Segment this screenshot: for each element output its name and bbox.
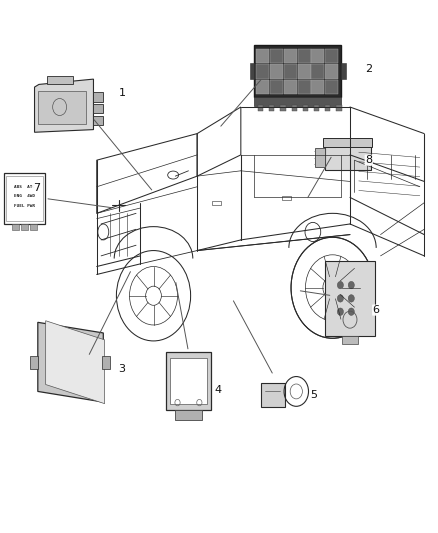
FancyBboxPatch shape [12,224,19,230]
FancyBboxPatch shape [325,49,338,63]
FancyBboxPatch shape [284,49,297,63]
Circle shape [337,295,343,302]
FancyBboxPatch shape [283,196,291,200]
FancyBboxPatch shape [175,410,201,419]
FancyBboxPatch shape [311,49,325,63]
FancyBboxPatch shape [270,49,283,63]
FancyBboxPatch shape [325,261,375,336]
FancyBboxPatch shape [311,64,325,79]
FancyBboxPatch shape [93,116,103,125]
Text: 4: 4 [215,385,222,395]
FancyBboxPatch shape [261,383,286,407]
Polygon shape [35,79,93,132]
FancyBboxPatch shape [170,358,207,403]
Text: 3: 3 [119,364,126,374]
Text: FUEL PWR: FUEL PWR [14,204,35,208]
FancyBboxPatch shape [4,173,46,224]
Text: 2: 2 [365,64,372,74]
FancyBboxPatch shape [297,64,311,79]
Text: 8: 8 [365,155,372,165]
FancyBboxPatch shape [303,106,308,111]
FancyBboxPatch shape [311,80,325,94]
Text: 1: 1 [119,87,126,98]
Circle shape [348,295,354,302]
FancyBboxPatch shape [292,106,297,111]
FancyBboxPatch shape [38,91,86,124]
FancyBboxPatch shape [256,64,269,79]
FancyBboxPatch shape [297,49,311,63]
FancyBboxPatch shape [284,80,297,94]
FancyBboxPatch shape [280,106,286,111]
Circle shape [348,308,354,316]
FancyBboxPatch shape [323,138,372,148]
Text: 5: 5 [311,390,318,400]
FancyBboxPatch shape [336,106,342,111]
FancyBboxPatch shape [325,64,338,79]
Circle shape [348,281,354,289]
FancyBboxPatch shape [256,80,269,94]
FancyBboxPatch shape [269,106,274,111]
FancyBboxPatch shape [258,106,263,111]
FancyBboxPatch shape [325,80,338,94]
FancyBboxPatch shape [30,224,37,230]
FancyBboxPatch shape [342,336,358,344]
FancyBboxPatch shape [325,106,330,111]
FancyBboxPatch shape [102,356,110,368]
Polygon shape [38,322,103,402]
Text: 7: 7 [33,183,40,193]
Text: 6: 6 [373,305,380,315]
FancyBboxPatch shape [314,106,319,111]
FancyBboxPatch shape [254,97,341,107]
FancyBboxPatch shape [297,80,311,94]
FancyBboxPatch shape [166,352,212,410]
FancyBboxPatch shape [341,63,346,79]
FancyBboxPatch shape [254,45,341,97]
FancyBboxPatch shape [21,224,28,230]
Circle shape [337,308,343,316]
FancyBboxPatch shape [270,80,283,94]
Circle shape [337,281,343,289]
FancyBboxPatch shape [212,201,221,205]
Text: ABS  ATC: ABS ATC [14,185,35,189]
FancyBboxPatch shape [46,76,73,84]
FancyBboxPatch shape [256,49,269,63]
FancyBboxPatch shape [315,148,325,167]
FancyBboxPatch shape [250,63,254,79]
Text: ENG  4WD: ENG 4WD [14,195,35,198]
FancyBboxPatch shape [270,64,283,79]
FancyBboxPatch shape [93,104,103,114]
FancyBboxPatch shape [284,64,297,79]
FancyBboxPatch shape [93,92,103,102]
Polygon shape [46,321,105,403]
FancyBboxPatch shape [30,356,38,368]
FancyBboxPatch shape [325,145,371,170]
